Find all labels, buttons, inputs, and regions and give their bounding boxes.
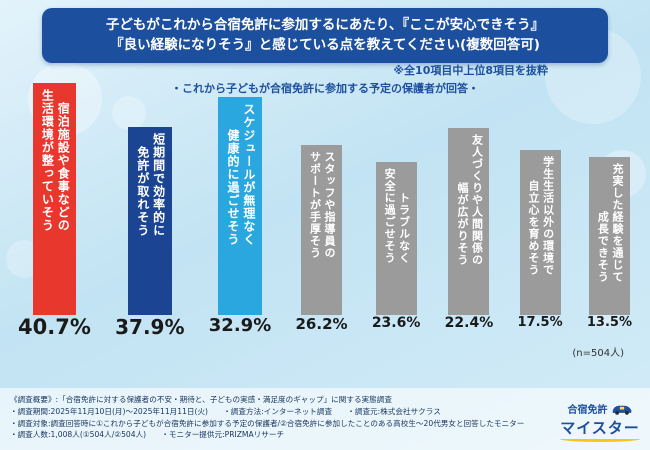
bar <box>375 270 417 315</box>
bar-block: 充実した経験を通じて 成長できそう <box>588 157 630 315</box>
bar-label: 友人づくりや人間関係の 幅が広がりそう <box>448 128 490 272</box>
bar <box>32 238 77 315</box>
bar-label: トラブルなく 安全に過ごせそう <box>375 162 417 270</box>
bar-column: 充実した経験を通じて 成長できそう 13.5% <box>587 157 632 343</box>
bar-column: 学生生活以外の環境で 自立心を育めそう 17.5% <box>518 150 563 343</box>
bar-label: 学生生活以外の環境で 自立心を育めそう <box>519 150 561 282</box>
bar-label: 宿泊施設や食事などの 生活環境が整っていそう <box>32 83 77 238</box>
bar-block: 友人づくりや人間関係の 幅が広がりそう <box>448 128 490 315</box>
title-line-2: 『良い経験になりそう』と感じている点を教えてください(複数回答可) <box>110 37 540 54</box>
bar-value: 40.7% <box>18 315 91 339</box>
footer-line: ・調査人数:1,008人(①504人/②504人) ・モニター提供元:PRIZM… <box>10 430 285 440</box>
bar <box>448 272 490 315</box>
bar-value: 17.5% <box>517 315 563 330</box>
chart-area: 宿泊施設や食事などの 生活環境が整っていそう 40.7% 短期間で効率的に 免許が取… <box>14 83 636 359</box>
title-line-1: 子どもがこれから合宿免許に参加するにあたり、『ここが安心できそう』 <box>105 17 545 33</box>
footer-line: ・調査対象:調査回答時に①これから子どもが合宿免許に参加する予定の保護者/②合宿… <box>10 418 525 428</box>
bar-column: 友人づくりや人間関係の 幅が広がりそう 22.4% <box>444 128 494 343</box>
bar-value: 37.9% <box>115 315 185 339</box>
logo-swoosh <box>560 436 640 442</box>
note-respondent: ・これから子どもが合宿免許に参加する予定の保護者が回答・ <box>171 82 479 95</box>
bar <box>127 243 172 315</box>
brand-logo: 合宿免許 マイスター <box>556 401 644 442</box>
footer-line: 《調査概要》:「合宿免許に対する保護者の不安・期待と、子どもの実感・満足度のギャ… <box>10 395 392 404</box>
bar <box>588 289 630 315</box>
bar-column: 宿泊施設や食事などの 生活環境が整っていそう 40.7% <box>18 83 91 343</box>
bar-value: 13.5% <box>586 315 632 330</box>
bar <box>218 252 262 315</box>
bar-label: 充実した経験を通じて 成長できそう <box>588 157 630 289</box>
bar-value: 23.6% <box>371 315 421 331</box>
logo-text-top: 合宿免許 <box>567 405 608 416</box>
bar-label: 短期間で効率的に 免許が取れそう <box>127 127 172 243</box>
chart-title-box: 子どもがこれから合宿免許に参加するにあたり、『ここが安心できそう』 『良い経験に… <box>42 8 608 63</box>
bar-value: 22.4% <box>444 315 494 331</box>
bar-value: 32.9% <box>208 315 272 336</box>
bar-block: スケジュールが無理なく 健康的に過ごせそう <box>218 97 262 315</box>
bar-block: トラブルなく 安全に過ごせそう <box>375 162 417 315</box>
bar-label: スタッフや指導員の サポートが手厚そう <box>301 145 343 265</box>
bar-column: スケジュールが無理なく 健康的に過ごせそう 32.9% <box>209 97 271 343</box>
bar-block: 短期間で効率的に 免許が取れそう <box>127 127 172 315</box>
sample-size-label: (n=504人) <box>572 348 624 359</box>
footer-line: ・調査期間:2025年11月10日(月)〜2025年11月11日(火) ・調査方… <box>10 406 441 416</box>
bar-block: 学生生活以外の環境で 自立心を育めそう <box>519 150 561 315</box>
bar-value: 26.2% <box>295 315 348 333</box>
bar-column: スタッフや指導員の サポートが手厚そう 26.2% <box>296 145 348 343</box>
bar-label: スケジュールが無理なく 健康的に過ごせそう <box>218 97 262 252</box>
bar-block: スタッフや指導員の サポートが手厚そう <box>301 145 343 315</box>
logo-text-main: マイスター <box>560 419 640 437</box>
bar <box>301 265 343 315</box>
bar <box>519 282 561 315</box>
bar-column: トラブルなく 安全に過ごせそう 23.6% <box>371 162 421 343</box>
chart-bars: 宿泊施設や食事などの 生活環境が整っていそう 40.7% 短期間で効率的に 免許が取… <box>14 83 636 343</box>
survey-outline: 《調査概要》:「合宿免許に対する保護者の不安・期待と、子どもの実感・満足度のギャ… <box>0 388 650 450</box>
bar-block: 宿泊施設や食事などの 生活環境が整っていそう <box>32 83 77 315</box>
note-top-items: ※全10項目中上位8項目を抜粋 <box>393 64 548 77</box>
bar-column: 短期間で効率的に 免許が取れそう 37.9% <box>115 127 185 343</box>
car-icon <box>612 405 631 415</box>
